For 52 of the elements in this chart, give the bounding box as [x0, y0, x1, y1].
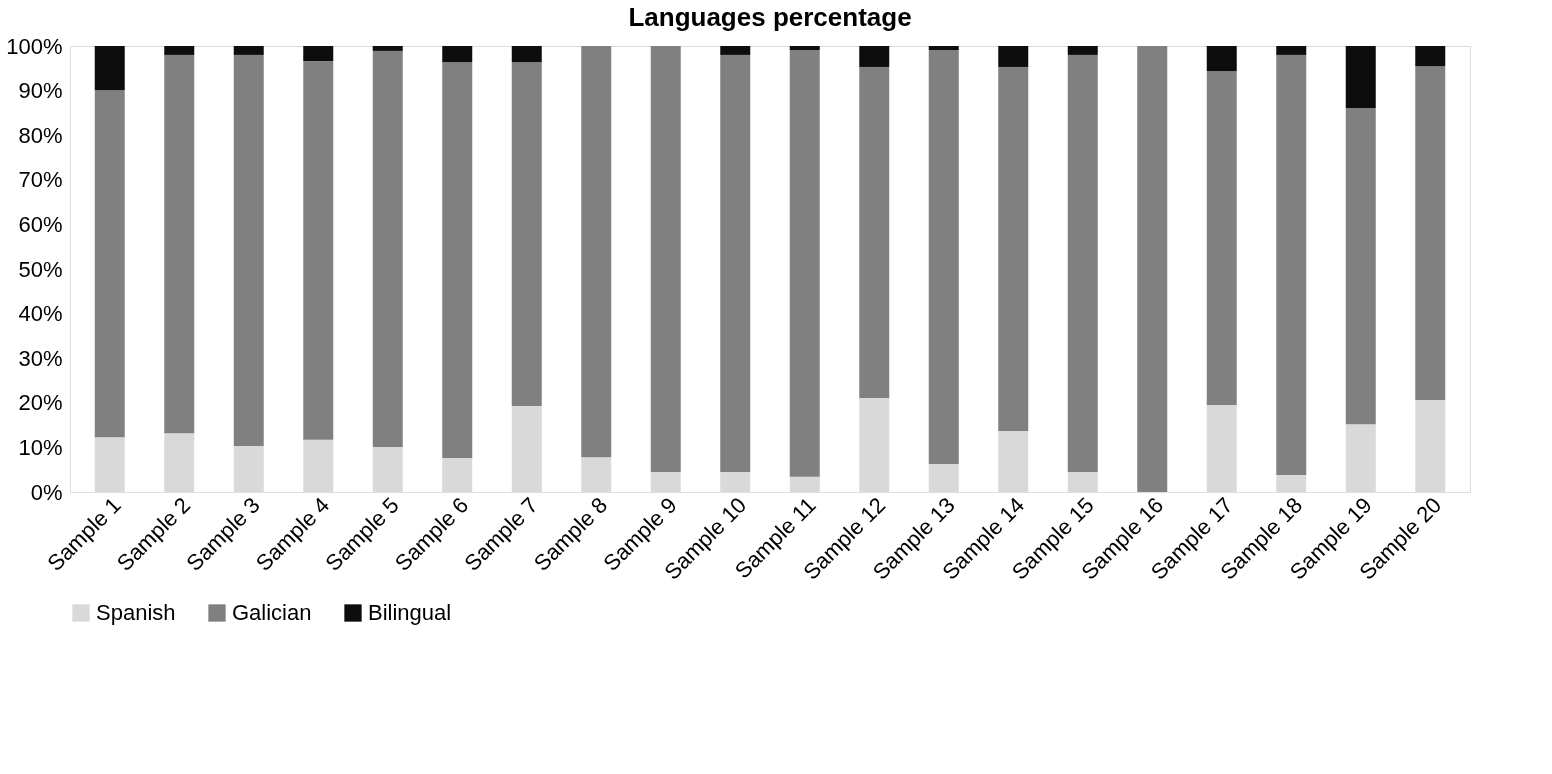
- bar: [94, 46, 125, 91]
- bar: [1276, 54, 1307, 476]
- bar: [1206, 46, 1237, 71]
- y-tick-label: 60%: [18, 211, 63, 237]
- bar: [789, 50, 820, 477]
- bar: [94, 90, 125, 438]
- y-tick-label: 20%: [18, 390, 63, 416]
- bar: [859, 66, 890, 398]
- bar: [233, 54, 264, 447]
- bar: [442, 46, 473, 63]
- bar: [372, 50, 403, 447]
- bar: [164, 54, 195, 434]
- bar: [372, 46, 403, 51]
- bar: [998, 46, 1029, 67]
- bar: [998, 66, 1029, 431]
- y-tick-label: 10%: [18, 434, 63, 460]
- y-tick-label: 40%: [18, 301, 63, 327]
- bar: [1415, 66, 1446, 401]
- bar: [1415, 46, 1446, 67]
- bar: [928, 50, 959, 464]
- bar: [1345, 107, 1376, 425]
- y-tick-label: 100%: [6, 33, 63, 59]
- bar: [303, 61, 334, 440]
- bar: [1067, 46, 1098, 55]
- y-tick-label: 90%: [18, 78, 63, 104]
- y-tick-label: 50%: [18, 256, 63, 282]
- y-tick-label: 80%: [18, 122, 63, 148]
- bar: [442, 62, 473, 459]
- y-tick-label: 0%: [30, 479, 63, 505]
- bar: [1276, 46, 1307, 55]
- bar: [1137, 46, 1168, 492]
- bar: [233, 46, 264, 55]
- bar: [1206, 70, 1237, 406]
- y-tick-label: 30%: [18, 345, 63, 371]
- chart-title: Languages percentage: [628, 2, 912, 32]
- bar: [1345, 46, 1376, 108]
- bar: [789, 46, 820, 51]
- legend-label: Spanish: [96, 600, 176, 625]
- bar: [1067, 54, 1098, 472]
- bar: [720, 46, 751, 55]
- bar: [511, 46, 542, 63]
- legend-label: Galician: [232, 600, 312, 625]
- bar: [581, 46, 612, 458]
- bar: [928, 46, 959, 51]
- bar: [720, 54, 751, 472]
- bar: [650, 46, 681, 472]
- y-tick-label: 70%: [18, 167, 63, 193]
- bar: [511, 62, 542, 406]
- bar: [859, 46, 890, 67]
- bar: [164, 46, 195, 55]
- bar: [303, 46, 334, 62]
- legend-label: Bilingual: [368, 600, 452, 625]
